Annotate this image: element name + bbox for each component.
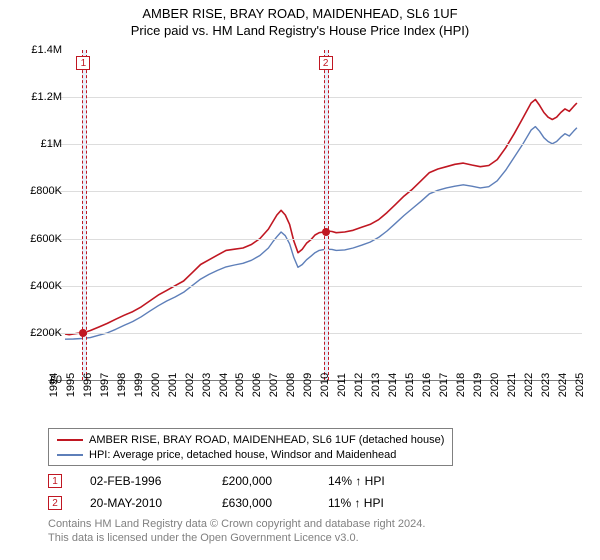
x-axis-label: 2004 [218, 373, 230, 397]
x-axis-label: 2010 [319, 373, 331, 397]
y-axis-label: £400K [18, 280, 62, 292]
x-axis-label: 2003 [201, 373, 213, 397]
x-axis-label: 2016 [421, 373, 433, 397]
sale-marker-label: 1 [76, 56, 90, 70]
x-axis-label: 2017 [438, 373, 450, 397]
x-axis-label: 2001 [167, 373, 179, 397]
x-axis-label: 2009 [302, 373, 314, 397]
sales-table: 1 02-FEB-1996 £200,000 14% ↑ HPI 2 20-MAY-201… [48, 470, 428, 514]
table-row: 2 20-MAY-2010 £630,000 11% ↑ HPI [48, 492, 428, 514]
x-axis-label: 2021 [506, 373, 518, 397]
legend-row: AMBER RISE, BRAY ROAD, MAIDENHEAD, SL6 1… [57, 432, 444, 447]
sale-marker-dot [322, 228, 330, 236]
x-axis-label: 1996 [82, 373, 94, 397]
x-axis-label: 2007 [268, 373, 280, 397]
y-axis-label: £200K [18, 327, 62, 339]
gridline-h [48, 97, 582, 98]
table-row: 1 02-FEB-1996 £200,000 14% ↑ HPI [48, 470, 428, 492]
sale-marker-label: 2 [319, 56, 333, 70]
footer-credits: Contains HM Land Registry data © Crown c… [48, 518, 425, 546]
x-axis-label: 1998 [116, 373, 128, 397]
table-hpi: 14% ↑ HPI [328, 474, 428, 488]
x-axis-label: 2011 [336, 373, 348, 397]
chart-subtitle: Price paid vs. HM Land Registry's House … [0, 23, 600, 38]
x-axis-label: 2006 [251, 373, 263, 397]
table-hpi: 11% ↑ HPI [328, 496, 428, 510]
chart-title: AMBER RISE, BRAY ROAD, MAIDENHEAD, SL6 1… [0, 6, 600, 21]
x-axis-label: 2002 [184, 373, 196, 397]
x-axis-label: 2020 [489, 373, 501, 397]
table-date: 20-MAY-2010 [90, 496, 194, 510]
legend-swatch [57, 439, 83, 441]
y-axis-label: £600K [18, 233, 62, 245]
x-axis-label: 2015 [404, 373, 416, 397]
x-axis-label: 2005 [234, 373, 246, 397]
x-axis-label: 2019 [472, 373, 484, 397]
y-axis-label: £1M [18, 138, 62, 150]
x-axis-label: 1997 [99, 373, 111, 397]
x-axis-label: 2013 [370, 373, 382, 397]
table-price: £200,000 [222, 474, 300, 488]
y-axis-label: £1.4M [18, 44, 62, 56]
x-axis-label: 2008 [285, 373, 297, 397]
gridline-h [48, 144, 582, 145]
table-price: £630,000 [222, 496, 300, 510]
y-axis-label: £800K [18, 185, 62, 197]
chart-lines-svg [48, 50, 582, 380]
legend-swatch [57, 454, 83, 456]
x-axis-label: 1994 [48, 373, 60, 397]
table-date: 02-FEB-1996 [90, 474, 194, 488]
series-price [65, 100, 577, 335]
y-axis-label: £1.2M [18, 91, 62, 103]
x-axis-label: 2023 [540, 373, 552, 397]
footer-line2: This data is licensed under the Open Gov… [48, 532, 425, 546]
x-axis-label: 2025 [574, 373, 586, 397]
x-axis-label: 1999 [133, 373, 145, 397]
x-axis-label: 2000 [150, 373, 162, 397]
legend-label: AMBER RISE, BRAY ROAD, MAIDENHEAD, SL6 1… [89, 434, 444, 446]
gridline-h [48, 239, 582, 240]
gridline-h [48, 286, 582, 287]
x-axis-label: 2024 [557, 373, 569, 397]
table-marker-num: 2 [48, 496, 62, 510]
sale-marker-dot [79, 329, 87, 337]
legend-row: HPI: Average price, detached house, Wind… [57, 447, 444, 462]
x-axis-label: 2018 [455, 373, 467, 397]
x-axis-label: 2014 [387, 373, 399, 397]
x-axis-label: 2022 [523, 373, 535, 397]
sale-band [324, 50, 329, 380]
chart-titles: AMBER RISE, BRAY ROAD, MAIDENHEAD, SL6 1… [0, 0, 600, 38]
table-marker-num: 1 [48, 474, 62, 488]
x-axis-label: 2012 [353, 373, 365, 397]
x-axis-label: 1995 [65, 373, 77, 397]
legend: AMBER RISE, BRAY ROAD, MAIDENHEAD, SL6 1… [48, 428, 453, 466]
gridline-h [48, 191, 582, 192]
footer-line1: Contains HM Land Registry data © Crown c… [48, 518, 425, 532]
gridline-h [48, 333, 582, 334]
chart-plot-area: 12 [48, 50, 582, 381]
legend-label: HPI: Average price, detached house, Wind… [89, 449, 396, 461]
